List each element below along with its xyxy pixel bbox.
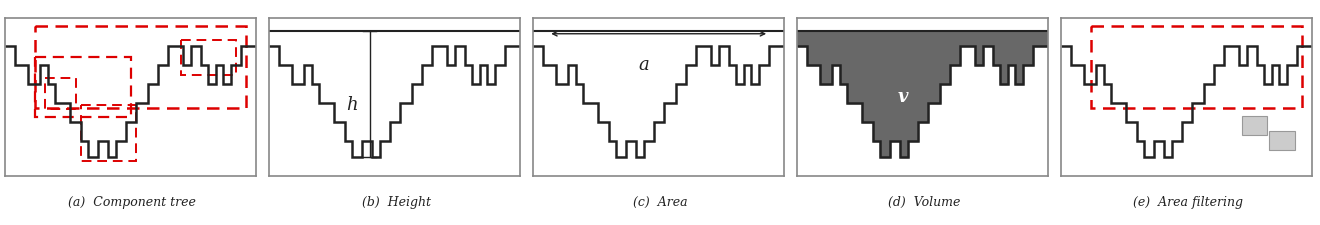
Bar xyxy=(181,40,236,75)
Bar xyxy=(1092,26,1302,108)
Text: (b)  Height: (b) Height xyxy=(362,196,430,209)
Bar xyxy=(36,26,246,108)
Polygon shape xyxy=(797,31,1048,157)
Text: (c)  Area: (c) Area xyxy=(632,196,688,209)
Text: h: h xyxy=(346,96,358,114)
Text: v: v xyxy=(898,88,908,106)
Text: (d)  Volume: (d) Volume xyxy=(888,196,960,209)
Text: (e)  Area filtering: (e) Area filtering xyxy=(1133,196,1243,209)
Bar xyxy=(36,57,131,117)
Bar xyxy=(1242,116,1267,135)
Bar xyxy=(81,105,136,161)
Text: a: a xyxy=(639,56,649,74)
Bar xyxy=(1270,131,1295,150)
Bar xyxy=(45,78,75,109)
Text: (a)  Component tree: (a) Component tree xyxy=(69,196,195,209)
